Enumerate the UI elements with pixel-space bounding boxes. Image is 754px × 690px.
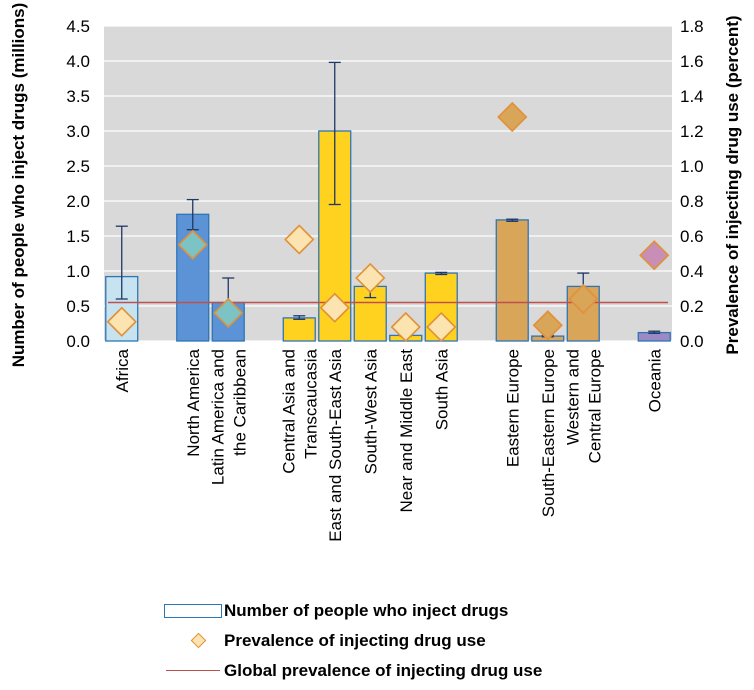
category-label: Central Asia and bbox=[279, 349, 298, 474]
left-tick-label: 4.0 bbox=[66, 52, 90, 71]
left-axis-ticks: 0.0 0.5 1.0 1.5 2.0 2.5 3.0 3.5 4.0 4.5 bbox=[66, 17, 90, 351]
right-tick-label: 1.6 bbox=[680, 52, 704, 71]
legend-diamond-swatch bbox=[162, 630, 224, 652]
category-label: Africa bbox=[113, 348, 132, 392]
category-labels: Africa North America Latin America and the … bbox=[113, 348, 665, 541]
right-tick-label: 1.2 bbox=[680, 122, 704, 141]
left-tick-label: 3.5 bbox=[66, 87, 90, 106]
prevalence-diamond bbox=[532, 310, 563, 341]
right-tick-label: 1.8 bbox=[680, 17, 704, 36]
prevalence-diamond bbox=[390, 311, 421, 343]
prevalence-diamond bbox=[568, 283, 599, 315]
category-label: North America bbox=[184, 348, 203, 456]
category-label: East and South-East Asia bbox=[326, 348, 345, 541]
right-axis-ticks: 0.0 0.2 0.4 0.6 0.8 1.0 1.2 1.4 1.6 1.8 bbox=[680, 17, 704, 351]
prevalence-diamond bbox=[177, 229, 208, 260]
right-tick-label: 0.2 bbox=[680, 297, 704, 316]
right-tick-label: 0.8 bbox=[680, 192, 704, 211]
legend-label-line: Global prevalence of injecting drug use bbox=[224, 661, 543, 680]
category-label: Near and Middle East bbox=[397, 349, 416, 513]
prevalence-diamond bbox=[213, 297, 244, 329]
legend-item-line: Global prevalence of injecting drug use bbox=[162, 656, 542, 686]
prevalence-diamond bbox=[497, 101, 528, 133]
prevalence-diamond bbox=[639, 240, 670, 271]
right-tick-label: 1.4 bbox=[680, 87, 704, 106]
category-label: South-Eastern Europe bbox=[539, 349, 558, 517]
right-tick-label: 0.6 bbox=[680, 227, 704, 246]
left-tick-label: 1.0 bbox=[66, 262, 90, 281]
left-tick-label: 0.0 bbox=[66, 332, 90, 351]
category-label: Western and bbox=[563, 349, 582, 445]
right-tick-label: 0.4 bbox=[680, 262, 704, 281]
left-axis-title: Number of people who inject drugs (milli… bbox=[9, 3, 28, 368]
bar bbox=[176, 213, 210, 342]
prevalence-diamond bbox=[355, 262, 386, 294]
right-tick-label: 0.0 bbox=[680, 332, 704, 351]
category-label: the Caribbean bbox=[230, 349, 249, 456]
prevalence-markers bbox=[106, 101, 670, 343]
legend-line-swatch bbox=[162, 660, 224, 682]
legend-label-bars: Number of people who inject drugs bbox=[224, 601, 509, 620]
prevalence-diamond bbox=[426, 311, 457, 343]
legend-bar-swatch bbox=[162, 600, 224, 622]
left-tick-label: 0.5 bbox=[66, 297, 90, 316]
left-tick-label: 1.5 bbox=[66, 227, 90, 246]
legend-item-diamonds: Prevalence of injecting drug use bbox=[162, 626, 542, 656]
category-label: Latin America and bbox=[208, 349, 227, 485]
category-label: Oceania bbox=[645, 348, 664, 412]
prevalence-diamond bbox=[106, 306, 137, 337]
legend-label-diamonds: Prevalence of injecting drug use bbox=[224, 631, 486, 650]
prevalence-diamond bbox=[284, 224, 315, 255]
category-label: Central Europe bbox=[585, 349, 604, 463]
bar bbox=[495, 219, 529, 342]
category-label: South Asia bbox=[432, 348, 451, 430]
category-label: Transcaucasia bbox=[301, 348, 320, 458]
left-tick-label: 4.5 bbox=[66, 17, 90, 36]
left-tick-label: 2.0 bbox=[66, 192, 90, 211]
chart: 0.0 0.5 1.0 1.5 2.0 2.5 3.0 3.5 4.0 4.5 0.0 0.2 0.4… bbox=[9, 3, 742, 542]
prevalence-diamond bbox=[319, 292, 350, 323]
bar bbox=[282, 317, 316, 342]
right-tick-label: 1.0 bbox=[680, 157, 704, 176]
left-tick-label: 3.0 bbox=[66, 122, 90, 141]
right-axis-title: Prevalence of injecting drug use (percen… bbox=[723, 15, 742, 354]
category-label: South-West Asia bbox=[361, 348, 380, 474]
legend: Number of people who inject drugs Preval… bbox=[162, 596, 542, 686]
legend-item-bars: Number of people who inject drugs bbox=[162, 596, 542, 626]
category-label: Eastern Europe bbox=[503, 349, 522, 467]
left-tick-label: 2.5 bbox=[66, 157, 90, 176]
